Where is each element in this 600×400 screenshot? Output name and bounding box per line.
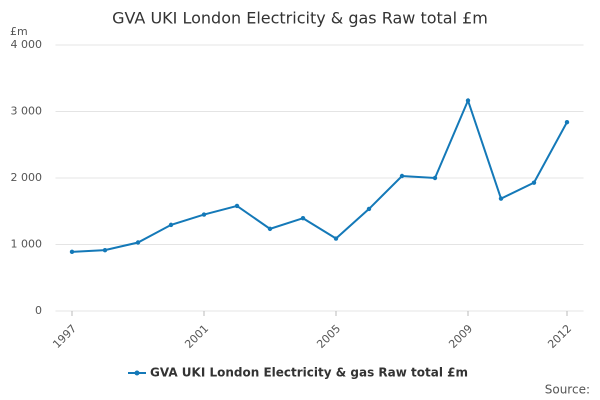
x-tick-label: 2005 [314,322,343,351]
y-tick-label: 1 000 [11,238,43,251]
legend-swatch-dot [134,370,140,376]
point [168,222,174,228]
chart-title: GVA UKI London Electricity & gas Raw tot… [112,9,488,28]
point [69,249,75,255]
point [102,247,108,253]
x-tick-label: 2001 [182,322,211,351]
point [531,180,537,185]
series-line [71,97,568,253]
y-unit: £m [10,25,28,38]
y-tick-label: 4 000 [11,38,43,51]
point [465,98,471,103]
point [333,236,339,241]
y-tick-label: 2 000 [11,171,43,184]
point [564,119,570,125]
x-tick-label: 2009 [446,322,475,351]
point [201,212,207,217]
source: Source: [545,383,590,397]
y-tick-label: 0 [35,304,42,317]
x-tick-label: 1997 [50,322,79,351]
point [300,216,306,221]
point [267,226,273,232]
point [432,175,438,181]
point [399,173,405,179]
point [234,203,240,209]
x-tick-label: 2012 [545,322,574,351]
y-tick-label: 3 000 [11,105,43,118]
point [135,240,141,245]
point [366,206,372,212]
point [498,196,504,201]
legend-label: GVA UKI London Electricity & gas Raw tot… [150,366,468,380]
